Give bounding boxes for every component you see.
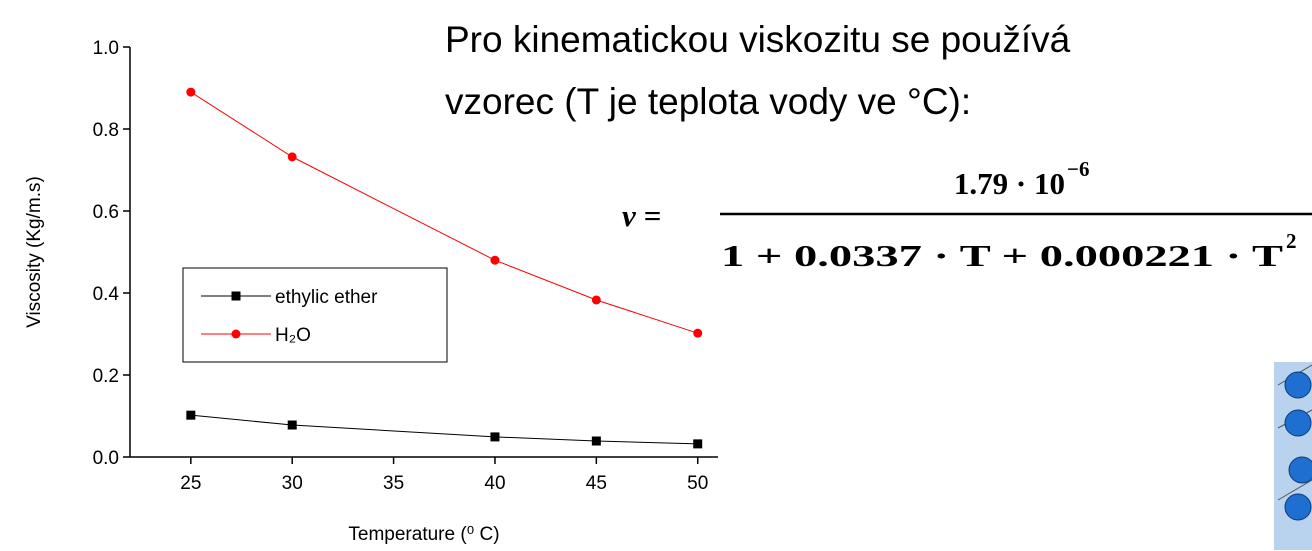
marker [490, 432, 499, 441]
legend-label: ethylic ether [275, 287, 378, 308]
marker [232, 292, 241, 301]
marker [232, 330, 241, 339]
y-tick-label: 0.0 [93, 448, 119, 469]
marker [186, 88, 195, 97]
legend-box [183, 268, 447, 362]
marker [288, 152, 297, 161]
marker [693, 329, 702, 338]
x-axis-label: Temperature (⁰ C) [348, 524, 499, 545]
y-axis-label: Viscosity (Kg/m.s) [24, 176, 45, 328]
y-tick-label: 1.0 [93, 38, 119, 59]
formula-denominator: 1 + 0.0337 · T + 0.000221 · T [721, 238, 1283, 273]
formula-lhs: ν = [622, 198, 661, 233]
marker [288, 421, 297, 430]
slide: Pro kinematickou viskozitu se používá vz… [0, 0, 1312, 551]
x-tick-label: 45 [586, 473, 607, 494]
x-tick-label: 25 [180, 473, 201, 494]
legend-label: H₂O [275, 325, 311, 346]
marker [186, 411, 195, 420]
y-tick-label: 0.8 [93, 120, 119, 141]
x-tick-label: 40 [484, 473, 505, 494]
y-tick-label: 0.4 [93, 284, 120, 305]
formula-exponent: 2 [1286, 229, 1297, 253]
y-tick-label: 0.6 [93, 202, 119, 223]
marker [592, 437, 601, 446]
formula-numerator: 1.79 · 10 [954, 166, 1065, 201]
x-tick-label: 30 [282, 473, 303, 494]
formula-exponent: −6 [1067, 157, 1089, 181]
slide-text: vzorec (T je teplota vody ve °C): [445, 81, 971, 122]
x-tick-label: 50 [687, 473, 708, 494]
marker [693, 439, 702, 448]
slide-text: Pro kinematickou viskozitu se používá [445, 19, 1071, 60]
marker [490, 256, 499, 265]
y-tick-label: 0.2 [93, 366, 119, 387]
molecule-decoration [1274, 362, 1312, 550]
x-tick-label: 35 [383, 473, 404, 494]
series-line [191, 415, 698, 444]
marker [592, 295, 601, 304]
